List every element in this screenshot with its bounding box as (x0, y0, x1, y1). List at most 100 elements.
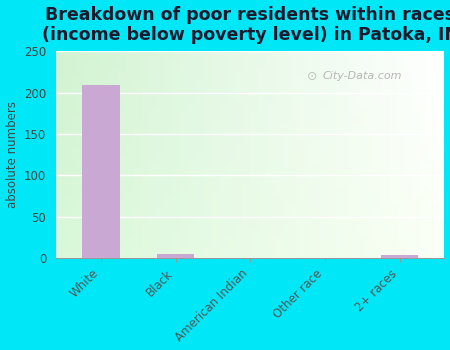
Bar (398, 105, 405, 109)
Bar (219, 237, 227, 241)
Bar (188, 56, 196, 60)
Bar (258, 150, 266, 155)
Bar (134, 56, 141, 60)
Bar (165, 80, 173, 84)
Bar (95, 126, 103, 130)
Bar (390, 118, 398, 122)
Bar (219, 254, 227, 258)
Bar (297, 163, 305, 167)
Bar (173, 89, 180, 93)
Bar (235, 138, 243, 142)
Bar (141, 51, 149, 56)
Bar (118, 254, 126, 258)
Bar (180, 76, 188, 80)
Bar (180, 180, 188, 184)
Bar (219, 150, 227, 155)
Bar (103, 134, 110, 138)
Bar (188, 167, 196, 171)
Bar (165, 229, 173, 233)
Bar (64, 113, 72, 118)
Bar (297, 109, 305, 113)
Bar (266, 188, 274, 192)
Bar (110, 159, 118, 163)
Bar (180, 150, 188, 155)
Bar (227, 250, 235, 254)
Bar (328, 175, 336, 180)
Bar (134, 150, 141, 155)
Bar (118, 171, 126, 175)
Bar (72, 64, 79, 68)
Bar (312, 175, 320, 180)
Bar (305, 150, 312, 155)
Bar (328, 146, 336, 150)
Bar (429, 217, 436, 221)
Bar (196, 109, 204, 113)
Bar (281, 184, 289, 188)
Bar (118, 150, 126, 155)
Bar (320, 175, 328, 180)
Bar (405, 142, 414, 146)
Bar (320, 113, 328, 118)
Bar (405, 225, 414, 229)
Bar (87, 64, 95, 68)
Bar (157, 68, 165, 72)
Bar (297, 51, 305, 56)
Bar (250, 150, 258, 155)
Bar (382, 109, 390, 113)
Bar (328, 225, 336, 229)
Bar (219, 204, 227, 208)
Bar (235, 180, 243, 184)
Bar (87, 126, 95, 130)
Bar (157, 97, 165, 101)
Bar (188, 146, 196, 150)
Bar (235, 113, 243, 118)
Bar (312, 84, 320, 89)
Bar (436, 155, 445, 159)
Bar (297, 130, 305, 134)
Bar (250, 208, 258, 212)
Bar (87, 150, 95, 155)
Bar (250, 97, 258, 101)
Bar (414, 184, 421, 188)
Bar (235, 163, 243, 167)
Bar (126, 163, 134, 167)
Bar (212, 113, 219, 118)
Bar (173, 64, 180, 68)
Bar (118, 113, 126, 118)
Bar (312, 184, 320, 188)
Bar (258, 68, 266, 72)
Bar (398, 84, 405, 89)
Bar (359, 184, 367, 188)
Bar (157, 142, 165, 146)
Bar (398, 146, 405, 150)
Bar (157, 122, 165, 126)
Bar (180, 241, 188, 246)
Bar (367, 76, 374, 80)
Bar (126, 105, 134, 109)
Bar (250, 80, 258, 84)
Bar (173, 84, 180, 89)
Bar (243, 64, 250, 68)
Bar (95, 56, 103, 60)
Bar (289, 246, 297, 250)
Bar (72, 225, 79, 229)
Bar (250, 200, 258, 204)
Bar (289, 93, 297, 97)
Bar (421, 167, 429, 171)
Bar (359, 221, 367, 225)
Bar (274, 150, 281, 155)
Bar (79, 51, 87, 56)
Bar (103, 76, 110, 80)
Bar (374, 167, 382, 171)
Bar (188, 250, 196, 254)
Bar (227, 109, 235, 113)
Bar (390, 89, 398, 93)
Bar (320, 134, 328, 138)
Bar (351, 68, 359, 72)
Bar (227, 130, 235, 134)
Bar (405, 237, 414, 241)
Bar (219, 146, 227, 150)
Bar (336, 126, 343, 130)
Bar (79, 68, 87, 72)
Bar (281, 109, 289, 113)
